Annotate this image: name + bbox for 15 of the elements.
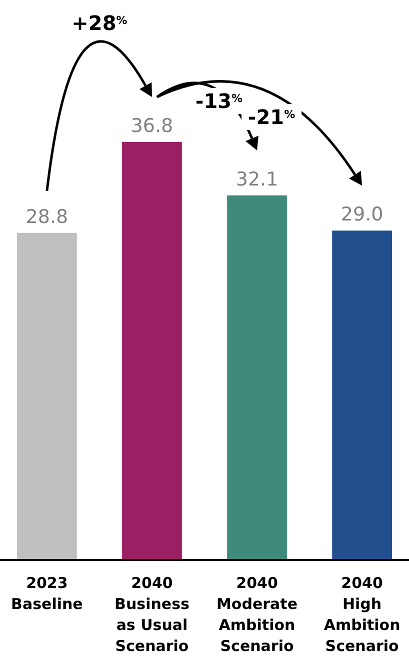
text: +28$^{%}$ xyxy=(72,11,128,35)
data-label: 29.0 xyxy=(340,204,384,226)
data-label: 32.1 xyxy=(236,168,278,190)
x-tick-label: 2040 High Ambition Scenario xyxy=(324,574,400,655)
bar xyxy=(17,232,77,560)
x-tick-label: 2023 Baseline xyxy=(11,574,83,613)
bar xyxy=(332,230,392,560)
data-label: 36.8 xyxy=(130,115,174,137)
text: -21$^{%}$ xyxy=(248,105,296,129)
text: -13$^{%}$ xyxy=(195,89,243,113)
x-tick-label: 2040 Business as Usual Scenario xyxy=(114,574,190,655)
data-label: 28.8 xyxy=(26,206,68,228)
x-tick-label: 2040 Moderate Ambition Scenario xyxy=(216,574,298,655)
bar xyxy=(227,195,287,560)
bar xyxy=(122,142,182,560)
